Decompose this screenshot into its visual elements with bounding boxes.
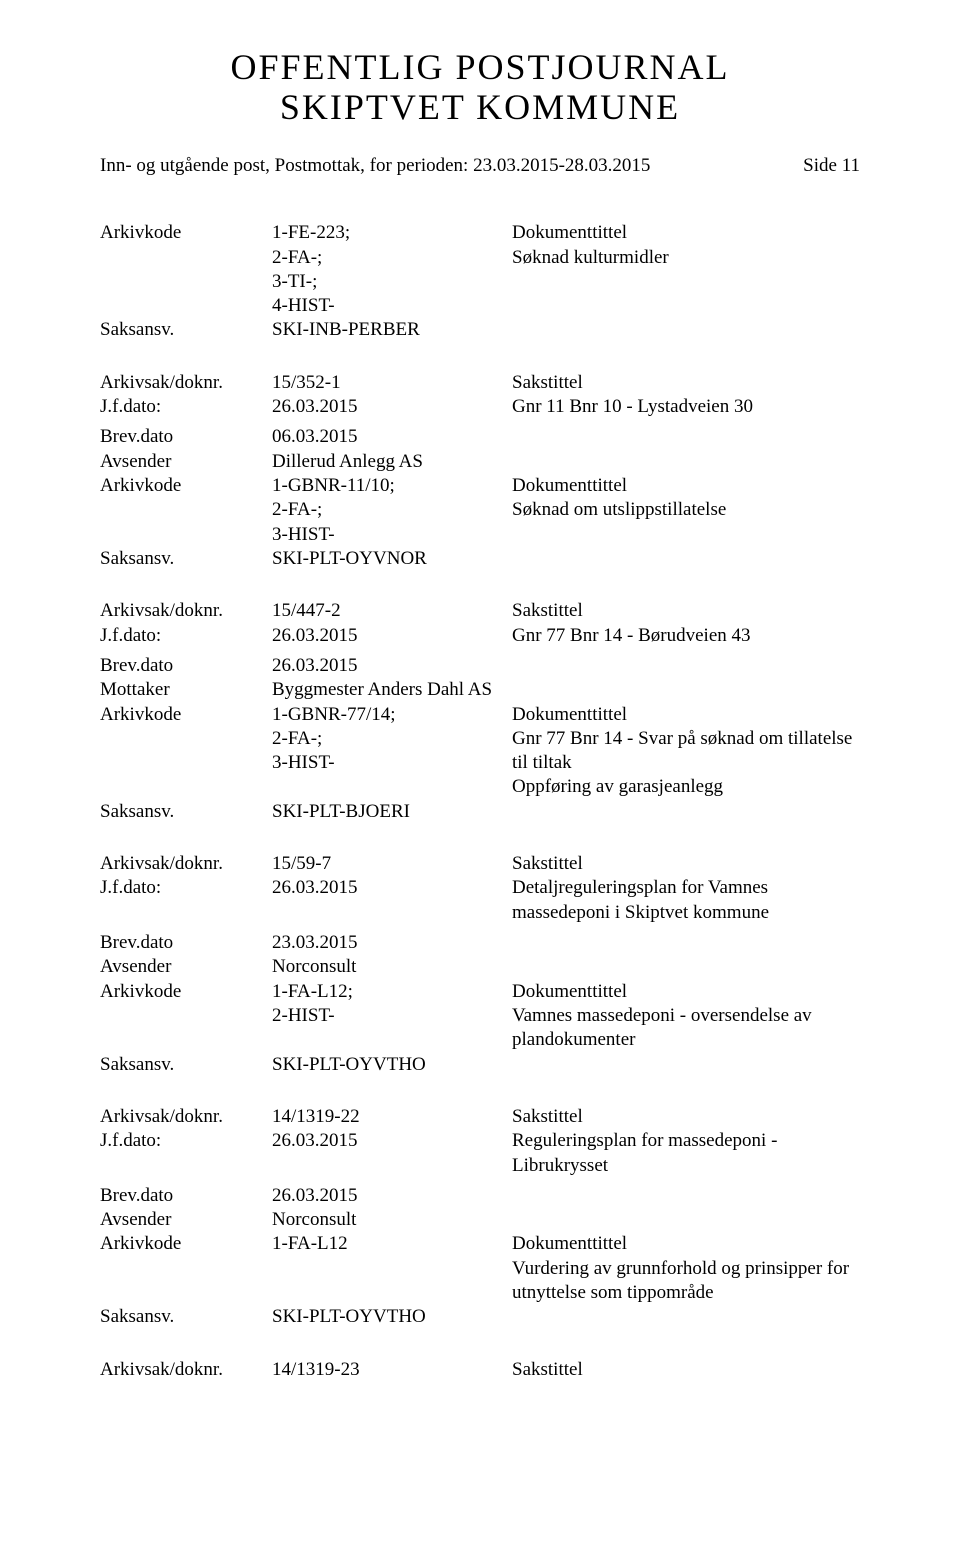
label-arkivsak: Arkivsak/doknr. — [100, 1358, 272, 1382]
label-jfdato: J.f.dato: — [100, 1129, 272, 1178]
label-avsender: Avsender — [100, 450, 272, 474]
entry-5: Arkivsak/doknr. 14/1319-23 Sakstittel — [100, 1358, 860, 1382]
dokumenttittel-value: Vamnes massedeponi - oversendelse av pla… — [512, 1004, 860, 1053]
label-arkivkode: Arkivkode — [100, 474, 272, 547]
avsender-value: Dillerud Anlegg AS — [272, 450, 512, 474]
sakstittel-value: Detaljreguleringsplan for Vamnes massede… — [512, 876, 860, 925]
dokumenttittel-value: Søknad om utslippstillatelse — [512, 498, 860, 522]
label-dokumenttittel: Dokumenttittel — [512, 1232, 860, 1256]
title-line1: OFFENTLIG POSTJOURNAL — [100, 48, 860, 88]
arkivsak-value: 15/447-2 — [272, 599, 512, 623]
label-jfdato: J.f.dato: — [100, 876, 272, 925]
arkivsak-value: 15/352-1 — [272, 371, 512, 395]
sakstittel-value: Gnr 11 Bnr 10 - Lystadveien 30 — [512, 395, 860, 419]
masthead: OFFENTLIG POSTJOURNAL SKIPTVET KOMMUNE — [100, 48, 860, 127]
label-sakstittel: Sakstittel — [512, 599, 860, 623]
avsender-value: Norconsult — [272, 1208, 512, 1232]
label-sakstittel: Sakstittel — [512, 852, 860, 876]
arkivkode-value: 1-FA-L12 — [272, 1232, 512, 1305]
page-number: Side 11 — [803, 155, 860, 177]
label-arkivkode: Arkivkode — [100, 221, 272, 318]
label-sakstittel: Sakstittel — [512, 371, 860, 395]
arkivkode-value: 1-GBNR-77/14; 2-FA-; 3-HIST- — [272, 703, 512, 800]
saksansv-value: SKI-PLT-OYVNOR — [272, 547, 512, 571]
arkivkode-value: 1-FE-223; 2-FA-; 3-TI-; 4-HIST- — [272, 221, 512, 318]
brevdato-value: 06.03.2015 — [272, 425, 512, 449]
entry-3: Arkivsak/doknr. 15/59-7 Sakstittel J.f.d… — [100, 852, 860, 1077]
avsender-value: Norconsult — [272, 955, 512, 979]
label-arkivsak: Arkivsak/doknr. — [100, 371, 272, 395]
dokumenttittel-value: Gnr 77 Bnr 14 - Svar på søknad om tillat… — [512, 727, 860, 800]
label-arkivsak: Arkivsak/doknr. — [100, 1105, 272, 1129]
label-brevdato: Brev.dato — [100, 654, 272, 678]
label-brevdato: Brev.dato — [100, 425, 272, 449]
label-arkivsak: Arkivsak/doknr. — [100, 599, 272, 623]
jfdato-value: 26.03.2015 — [272, 1129, 512, 1178]
sakstittel-value: Reguleringsplan for massedeponi - Libruk… — [512, 1129, 860, 1178]
label-dokumenttittel: Dokumenttittel — [512, 474, 860, 498]
saksansv-value: SKI-PLT-OYVTHO — [272, 1305, 512, 1329]
label-arkivsak: Arkivsak/doknr. — [100, 852, 272, 876]
page: OFFENTLIG POSTJOURNAL SKIPTVET KOMMUNE I… — [0, 0, 960, 1546]
saksansv-value: SKI-PLT-BJOERI — [272, 800, 512, 824]
entry-1: Arkivsak/doknr. 15/352-1 Sakstittel J.f.… — [100, 371, 860, 572]
label-sakstittel: Sakstittel — [512, 1105, 860, 1129]
arkivsak-value: 14/1319-23 — [272, 1358, 512, 1382]
title-line2: SKIPTVET KOMMUNE — [100, 88, 860, 128]
label-dokumenttittel: Dokumenttittel — [512, 703, 860, 727]
dokumenttittel-value: Søknad kulturmidler — [512, 246, 860, 270]
label-avsender: Avsender — [100, 955, 272, 979]
subtitle: Inn- og utgående post, Postmottak, for p… — [100, 155, 650, 177]
label-saksansv: Saksansv. — [100, 318, 272, 342]
saksansv-value: SKI-PLT-OYVTHO — [272, 1053, 512, 1077]
label-brevdato: Brev.dato — [100, 931, 272, 955]
entry-block-0: Arkivkode 1-FE-223; 2-FA-; 3-TI-; 4-HIST… — [100, 221, 860, 343]
brevdato-value: 23.03.2015 — [272, 931, 512, 955]
sakstittel-value: Gnr 77 Bnr 14 - Børudveien 43 — [512, 624, 860, 648]
dokumenttittel-value: Vurdering av grunnforhold og prinsipper … — [512, 1257, 860, 1306]
brevdato-value: 26.03.2015 — [272, 1184, 512, 1208]
label-arkivkode: Arkivkode — [100, 1232, 272, 1305]
label-jfdato: J.f.dato: — [100, 624, 272, 648]
label-saksansv: Saksansv. — [100, 1053, 272, 1077]
label-arkivkode: Arkivkode — [100, 703, 272, 800]
label-avsender: Avsender — [100, 1208, 272, 1232]
arkivsak-value: 15/59-7 — [272, 852, 512, 876]
label-dokumenttittel: Dokumenttittel — [512, 980, 860, 1004]
jfdato-value: 26.03.2015 — [272, 395, 512, 419]
label-brevdato: Brev.dato — [100, 1184, 272, 1208]
entry-2: Arkivsak/doknr. 15/447-2 Sakstittel J.f.… — [100, 599, 860, 824]
brevdato-value: 26.03.2015 — [272, 654, 512, 678]
label-saksansv: Saksansv. — [100, 1305, 272, 1329]
label-arkivkode: Arkivkode — [100, 980, 272, 1053]
jfdato-value: 26.03.2015 — [272, 876, 512, 925]
subhead-row: Inn- og utgående post, Postmottak, for p… — [100, 155, 860, 177]
label-sakstittel: Sakstittel — [512, 1358, 860, 1382]
entry-4: Arkivsak/doknr. 14/1319-22 Sakstittel J.… — [100, 1105, 860, 1330]
label-mottaker: Mottaker — [100, 678, 272, 702]
label-saksansv: Saksansv. — [100, 800, 272, 824]
mottaker-value: Byggmester Anders Dahl AS — [272, 678, 512, 702]
saksansv-value: SKI-INB-PERBER — [272, 318, 512, 342]
jfdato-value: 26.03.2015 — [272, 624, 512, 648]
label-dokumenttittel: Dokumenttittel — [512, 221, 860, 245]
label-saksansv: Saksansv. — [100, 547, 272, 571]
arkivkode-value: 1-FA-L12; 2-HIST- — [272, 980, 512, 1053]
label-jfdato: J.f.dato: — [100, 395, 272, 419]
arkivkode-value: 1-GBNR-11/10; 2-FA-; 3-HIST- — [272, 474, 512, 547]
arkivsak-value: 14/1319-22 — [272, 1105, 512, 1129]
